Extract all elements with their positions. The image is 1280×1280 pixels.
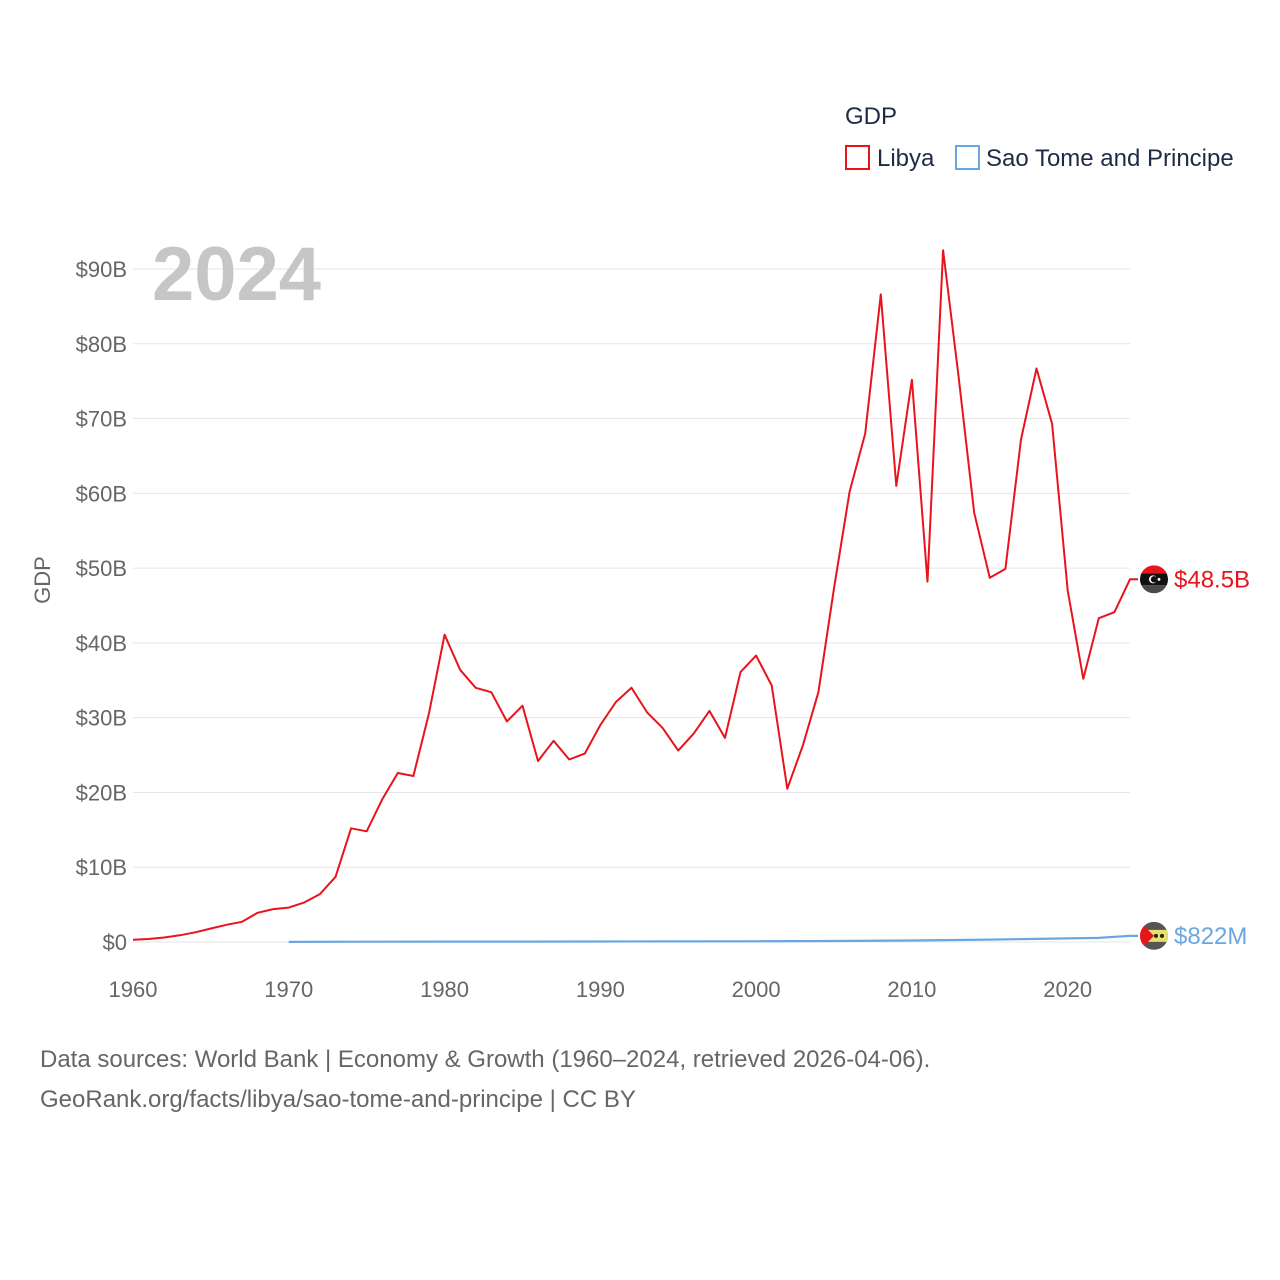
y-tick-label: $0: [103, 930, 127, 955]
source-line-1: Data sources: World Bank | Economy & Gro…: [40, 1046, 931, 1073]
y-tick-label: $80B: [76, 332, 127, 357]
legend-label-sao-tome: Sao Tome and Principe: [986, 145, 1234, 172]
end-label-sao-tome: $822M: [1174, 923, 1247, 950]
y-tick-label: $50B: [76, 556, 127, 581]
series-lines: [132, 249, 1138, 944]
y-tick-label: $40B: [76, 631, 127, 656]
legend-label-libya: Libya: [877, 145, 935, 172]
gridlines: [133, 268, 1130, 943]
year-label: 2024: [152, 232, 321, 317]
source-note: Data sources: World Bank | Economy & Gro…: [40, 1040, 930, 1120]
y-axis-title: GDP: [30, 556, 55, 604]
y-tick-label: $60B: [76, 481, 127, 506]
x-tick-label: 1970: [264, 977, 313, 1002]
y-tick-label: $70B: [76, 407, 127, 432]
series-endpoints: $48.5B $822M: [1140, 565, 1250, 950]
y-tick-label: $10B: [76, 855, 127, 880]
x-tick-label: 2010: [887, 977, 936, 1002]
y-tick-label: $90B: [76, 257, 127, 282]
y-axis-ticks: $0 $10B $20B $30B $40B $50B $60B $70B $80B $90B: [76, 257, 127, 955]
x-tick-label: 1990: [576, 977, 625, 1002]
series-line-sao-tome: [288, 934, 1138, 944]
legend-item-libya[interactable]: Libya: [845, 145, 935, 172]
libya-flag-icon: [1140, 565, 1168, 594]
legend-item-sao-tome[interactable]: Sao Tome and Principe: [955, 145, 1234, 172]
x-tick-label: 2000: [732, 977, 781, 1002]
x-tick-label: 1980: [420, 977, 469, 1002]
x-axis-ticks: 1960 1970 1980 1990 2000 2010 2020: [109, 977, 1093, 1002]
x-tick-label: 2020: [1043, 977, 1092, 1002]
legend-title: GDP: [845, 103, 897, 130]
series-line-libya: [132, 249, 1138, 941]
sao-tome-flag-icon: [1140, 921, 1168, 950]
y-tick-label: $30B: [76, 706, 127, 731]
y-tick-label: $20B: [76, 780, 127, 805]
x-tick-label: 1960: [109, 977, 158, 1002]
legend: GDP Libya Sao Tome and Principe: [845, 103, 1234, 172]
end-label-libya: $48.5B: [1174, 566, 1250, 593]
legend-swatch-sao-tome: [955, 145, 980, 170]
legend-swatch-libya: [845, 145, 870, 170]
source-line-2: GeoRank.org/facts/libya/sao-tome-and-pri…: [40, 1086, 636, 1113]
